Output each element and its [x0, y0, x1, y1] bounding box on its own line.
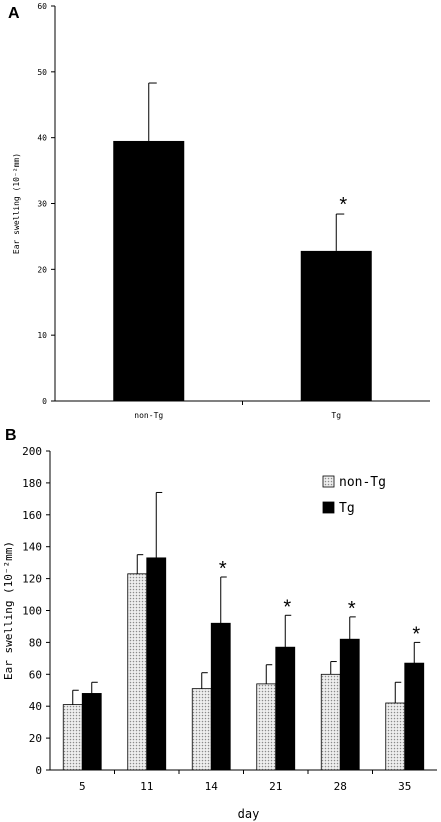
bar-tg-day-5	[81, 693, 102, 771]
bar-tg-day-11	[146, 557, 167, 771]
bar-tg-day-28	[339, 638, 360, 771]
y-tick-label: 60	[29, 668, 42, 681]
significance-star: *	[339, 194, 347, 216]
bar-non-tg-day-5	[62, 704, 83, 771]
y-axis-label: Ear swelling (10⁻²mm)	[12, 153, 21, 254]
significance-star: *	[348, 598, 356, 620]
significance-star: *	[412, 623, 420, 645]
bar-non-tg	[113, 140, 185, 402]
legend-label-tg: Tg	[339, 501, 355, 516]
bar-tg-day-14	[210, 622, 231, 771]
y-tick-label: 180	[22, 477, 42, 490]
bar-non-tg-day-11	[127, 573, 148, 771]
y-tick-label: 120	[22, 573, 42, 586]
x-tick-label: 11	[140, 780, 153, 793]
y-tick-label: 30	[37, 200, 47, 209]
y-tick-label: 0	[42, 397, 47, 406]
bar-non-tg-day-35	[385, 702, 406, 771]
legend-swatch-non-tg	[322, 475, 335, 488]
x-tick-label: 14	[205, 780, 219, 793]
panel-a-chart: A 0 10 20 30 40 50 60 Ear swelling (10⁻²mm) non-T…	[8, 2, 430, 420]
y-axis-label: Ear swelling (10⁻²mm)	[2, 541, 15, 680]
x-tick-label: 35	[398, 780, 411, 793]
panel-b-chart: B 0 20 40 60 80 100 120 140 160 180 200 Ear swelling…	[2, 427, 437, 821]
y-tick-label: 200	[22, 445, 42, 458]
significance-star: *	[219, 558, 227, 580]
y-tick-label: 80	[29, 636, 42, 649]
panel-a-label: A	[8, 5, 20, 22]
y-tick-label: 50	[37, 68, 47, 77]
y-tick-label: 0	[35, 764, 42, 777]
bar-non-tg-day-14	[191, 688, 212, 771]
bar-non-tg-day-28	[320, 673, 341, 771]
bar-tg-day-21	[275, 646, 296, 771]
y-tick-label: 40	[29, 700, 42, 713]
y-tick-label: 160	[22, 509, 42, 522]
bar-tg	[300, 250, 372, 401]
y-tick-label: 60	[37, 2, 47, 11]
y-tick-label: 100	[22, 605, 42, 618]
y-tick-label: 10	[37, 331, 47, 340]
legend-swatch-tg	[322, 501, 335, 514]
x-tick-label: Tg	[331, 411, 341, 420]
x-tick-label: 5	[79, 780, 86, 793]
legend-label-non-tg: non-Tg	[339, 475, 386, 490]
y-tick-label: 40	[37, 134, 47, 143]
bar-non-tg-day-21	[256, 683, 277, 771]
x-tick-label: 28	[334, 780, 347, 793]
x-tick-label: 21	[269, 780, 282, 793]
y-tick-label: 140	[22, 541, 42, 554]
y-tick-label: 20	[37, 265, 47, 274]
y-tick-label: 20	[29, 732, 42, 745]
bar-tg-day-35	[404, 662, 425, 771]
x-tick-label: non-Tg	[134, 411, 163, 420]
significance-star: *	[283, 596, 291, 618]
x-axis-label: day	[238, 807, 260, 821]
panel-b-label: B	[5, 427, 17, 444]
